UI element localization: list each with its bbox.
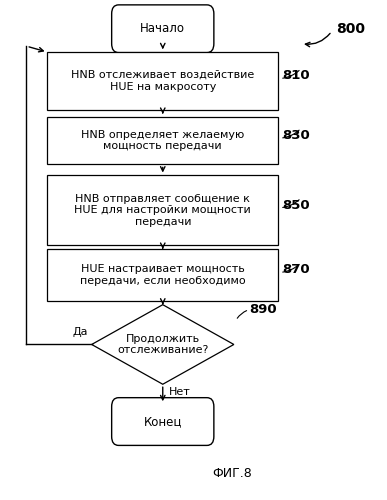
Text: HNB отслеживает воздействие
HUE на макросоту: HNB отслеживает воздействие HUE на макро… xyxy=(71,70,254,92)
Polygon shape xyxy=(92,304,234,384)
Text: Нет: Нет xyxy=(168,386,190,396)
Text: Конец: Конец xyxy=(144,415,182,428)
Text: ФИГ.8: ФИГ.8 xyxy=(212,467,252,480)
FancyBboxPatch shape xyxy=(48,116,278,164)
Text: 870: 870 xyxy=(282,264,310,276)
Text: HUE настраивает мощность
передачи, если необходимо: HUE настраивает мощность передачи, если … xyxy=(80,264,246,285)
FancyBboxPatch shape xyxy=(112,398,214,446)
FancyBboxPatch shape xyxy=(48,176,278,245)
FancyBboxPatch shape xyxy=(48,52,278,110)
Text: HNB определяет желаемую
мощность передачи: HNB определяет желаемую мощность передач… xyxy=(81,130,244,152)
Text: Продолжить
отслеживание?: Продолжить отслеживание? xyxy=(117,334,209,355)
Text: 810: 810 xyxy=(282,70,310,82)
FancyBboxPatch shape xyxy=(48,249,278,300)
FancyBboxPatch shape xyxy=(112,5,214,52)
Text: 850: 850 xyxy=(282,198,310,212)
Text: HNB отправляет сообщение к
HUE для настройки мощности
передачи: HNB отправляет сообщение к HUE для настр… xyxy=(74,194,251,227)
Text: Да: Да xyxy=(72,327,88,337)
Text: 890: 890 xyxy=(249,303,277,316)
Text: 830: 830 xyxy=(282,129,310,142)
Text: 800: 800 xyxy=(336,22,365,36)
Text: Начало: Начало xyxy=(140,22,185,35)
